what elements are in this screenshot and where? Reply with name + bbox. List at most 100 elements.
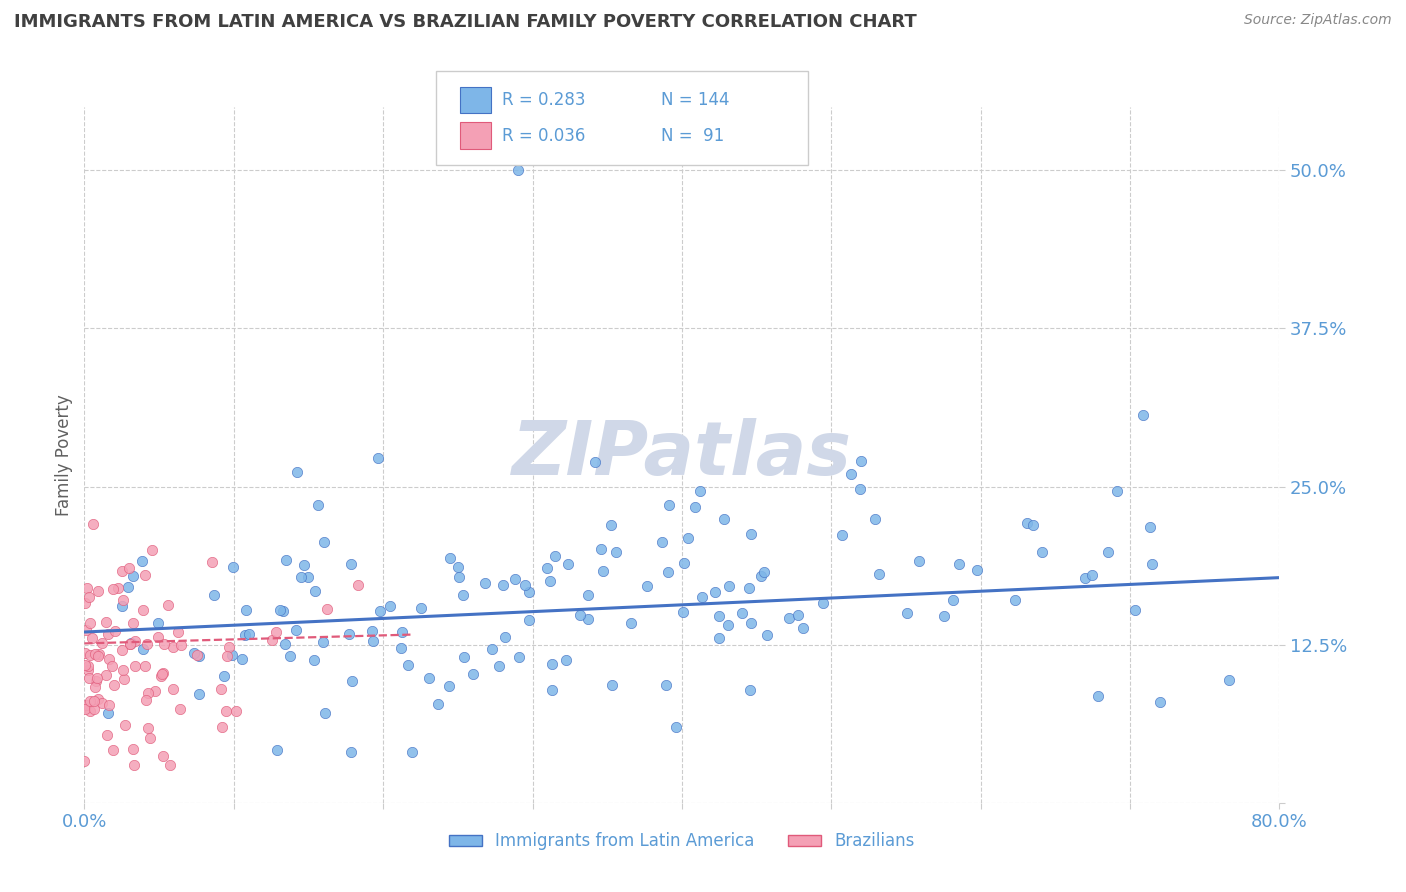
- Point: [718, 579, 741, 593]
- Point: [396, 658, 419, 673]
- Point: [620, 616, 643, 631]
- Point: [481, 642, 503, 657]
- Point: [494, 631, 516, 645]
- Point: [166, 624, 188, 639]
- Point: [111, 643, 134, 657]
- Point: [162, 640, 184, 655]
- Point: [97, 706, 120, 720]
- Point: [717, 617, 740, 632]
- Text: R = 0.036: R = 0.036: [502, 127, 585, 145]
- Point: [557, 557, 579, 571]
- Point: [79, 694, 101, 708]
- Point: [96, 668, 118, 682]
- Point: [274, 637, 297, 651]
- Point: [665, 720, 688, 734]
- Point: [492, 578, 515, 592]
- Point: [118, 561, 141, 575]
- Text: N =  91: N = 91: [661, 127, 724, 145]
- Point: [170, 638, 193, 652]
- Point: [1087, 689, 1109, 703]
- Point: [541, 657, 564, 671]
- Point: [285, 465, 308, 479]
- Point: [292, 558, 315, 572]
- Point: [150, 669, 173, 683]
- Point: [297, 570, 319, 584]
- Point: [401, 745, 423, 759]
- Point: [1149, 695, 1171, 709]
- Point: [84, 673, 107, 688]
- Point: [214, 704, 236, 718]
- Point: [427, 697, 450, 711]
- Point: [1097, 545, 1119, 559]
- Point: [451, 588, 474, 602]
- Point: [389, 641, 412, 656]
- Point: [221, 648, 243, 662]
- Point: [148, 616, 170, 631]
- Point: [136, 685, 159, 699]
- Point: [361, 624, 384, 638]
- Point: [143, 683, 166, 698]
- Point: [77, 658, 100, 673]
- Point: [672, 556, 695, 570]
- Point: [122, 569, 145, 583]
- Point: [134, 659, 156, 673]
- Point: [162, 681, 184, 696]
- Point: [713, 511, 735, 525]
- Point: [658, 498, 681, 512]
- Point: [934, 608, 956, 623]
- Point: [554, 653, 576, 667]
- Point: [152, 749, 174, 764]
- Point: [437, 680, 460, 694]
- Point: [139, 731, 162, 746]
- Point: [235, 603, 257, 617]
- Point: [156, 599, 179, 613]
- Point: [752, 565, 775, 579]
- Point: [948, 557, 970, 571]
- Point: [636, 579, 658, 593]
- Point: [342, 673, 364, 688]
- Point: [266, 743, 288, 757]
- Point: [79, 704, 101, 718]
- Point: [73, 657, 96, 672]
- Point: [131, 642, 153, 657]
- Point: [238, 626, 260, 640]
- Point: [1107, 483, 1129, 498]
- Point: [453, 649, 475, 664]
- Point: [134, 568, 156, 582]
- Point: [101, 659, 124, 673]
- Point: [592, 564, 614, 578]
- Point: [368, 604, 391, 618]
- Point: [749, 569, 772, 583]
- Point: [278, 649, 301, 664]
- Point: [111, 564, 134, 578]
- Point: [1031, 545, 1053, 559]
- Point: [75, 702, 97, 716]
- Point: [544, 549, 567, 563]
- Point: [117, 580, 139, 594]
- Point: [576, 588, 599, 602]
- Point: [104, 624, 127, 638]
- Point: [569, 607, 592, 622]
- Point: [690, 591, 713, 605]
- Point: [222, 560, 245, 574]
- Point: [97, 626, 120, 640]
- Point: [391, 625, 413, 640]
- Point: [463, 667, 485, 681]
- Point: [83, 694, 105, 708]
- Point: [908, 553, 931, 567]
- Point: [76, 582, 98, 596]
- Point: [506, 163, 529, 178]
- Point: [266, 624, 288, 639]
- Point: [703, 585, 725, 599]
- Point: [87, 584, 110, 599]
- Point: [966, 562, 988, 576]
- Point: [503, 572, 526, 586]
- Point: [1139, 520, 1161, 534]
- Point: [657, 565, 679, 579]
- Point: [508, 649, 530, 664]
- Point: [1074, 571, 1097, 585]
- Point: [576, 612, 599, 626]
- Y-axis label: Family Poverty: Family Poverty: [55, 394, 73, 516]
- Point: [474, 576, 496, 591]
- Point: [153, 636, 176, 650]
